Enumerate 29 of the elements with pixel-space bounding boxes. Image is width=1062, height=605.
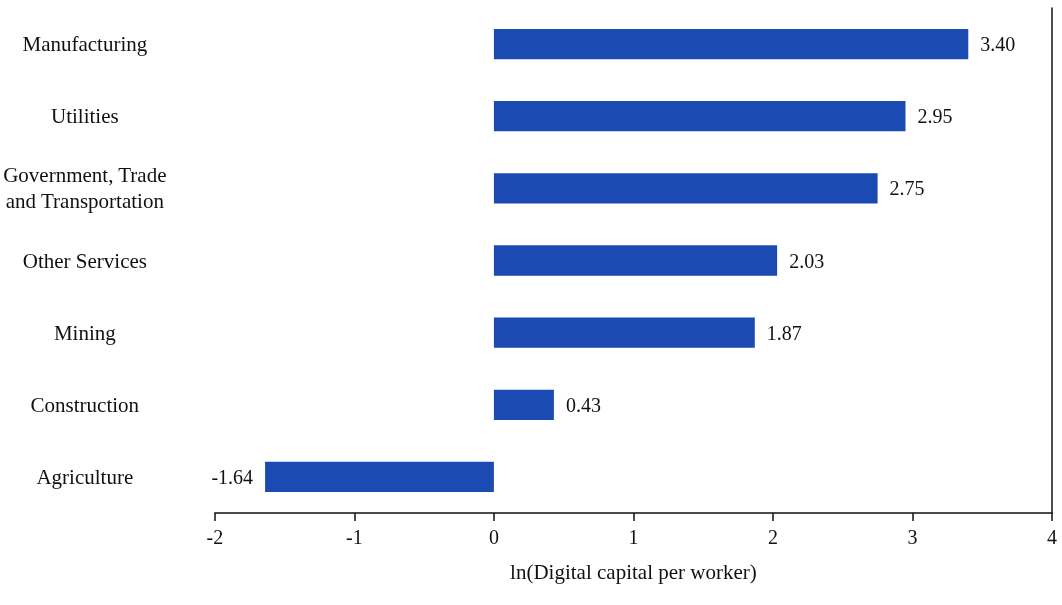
x-tick-label: -1 [346,526,363,548]
x-tick-label: 3 [907,526,918,548]
data-label: -1.64 [211,465,254,488]
data-label: 2.03 [789,249,825,272]
data-label: 1.87 [766,321,802,344]
x-tick-label: -2 [206,526,224,548]
y-tick-label: Construction [30,392,140,417]
x-tick-label: 0 [488,526,499,548]
y-tick-label: Other Services [22,248,147,273]
x-tick-label: 1 [628,526,639,548]
data-label: 2.95 [917,105,953,128]
y-tick-label: Utilities [51,104,119,129]
bar [493,389,554,420]
bar [493,101,906,132]
data-label: 0.43 [565,393,601,416]
bar [493,317,755,348]
x-tick-label: 2 [767,526,778,548]
data-label: 3.40 [980,33,1016,56]
y-tick-label: Manufacturing [22,32,148,57]
bar [493,28,969,60]
y-tick-label: Government, Trade and Transportation [3,163,167,214]
x-axis-title: ln(Digital capital per worker) [510,559,757,584]
bar [493,245,778,276]
y-tick-label: Agriculture [36,464,134,489]
bar [493,173,878,204]
x-tick-label: 4 [1047,526,1057,548]
bar [265,461,494,493]
y-tick-label: Mining [53,320,117,345]
data-label: 2.75 [889,177,925,200]
